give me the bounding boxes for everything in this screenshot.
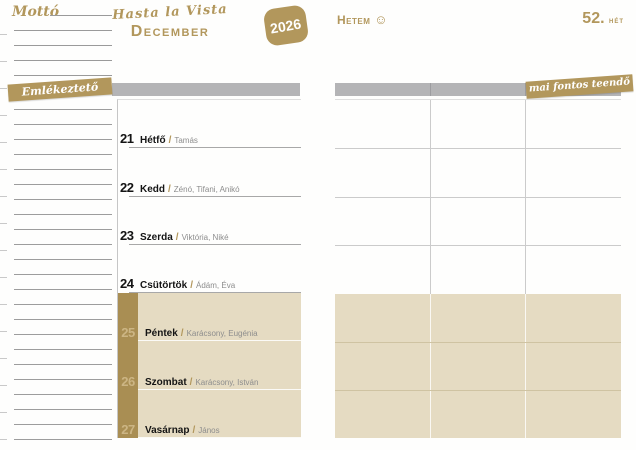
day-name: Kedd xyxy=(140,183,165,195)
day-separator: / xyxy=(168,135,172,147)
grid-line xyxy=(335,245,621,246)
month-title: December xyxy=(130,23,210,40)
day-name: Szerda xyxy=(140,231,173,243)
namedays-label: Zénó, Tifani, Anikó xyxy=(173,184,240,194)
day-underline xyxy=(129,243,301,245)
grid-line xyxy=(525,294,526,438)
day-separator: / xyxy=(190,280,194,292)
day-name: Szombat xyxy=(145,376,187,388)
script-title: Hasta la Vista xyxy=(111,1,229,24)
year-badge: 2026 xyxy=(262,4,310,47)
day-separator: / xyxy=(192,424,196,436)
page-edge-lines xyxy=(0,8,7,446)
day-row-holiday: 25 Péntek / Karácsony, Eugénia xyxy=(118,293,301,342)
week-number: 52. xyxy=(582,10,605,27)
day-underline xyxy=(129,147,301,149)
day-name: Vasárnap xyxy=(145,424,190,436)
grid-line xyxy=(335,197,621,198)
day-underline xyxy=(138,340,301,342)
grid-line xyxy=(430,294,431,438)
grid-line xyxy=(335,390,621,391)
motto-rule-line xyxy=(50,15,112,16)
namedays-label: Karácsony, István xyxy=(195,377,259,387)
motto-ruled-lines xyxy=(14,16,112,76)
namedays-label: Tamás xyxy=(174,136,198,146)
day-underline xyxy=(138,436,301,438)
day-list: 21 Hétfő / Tamás 22 Kedd / Zénó, Tifani,… xyxy=(117,99,301,438)
day-number: 22 xyxy=(120,179,134,195)
reminder-ruled-lines xyxy=(14,95,112,448)
day-number: 24 xyxy=(120,276,134,292)
grid-line xyxy=(335,148,621,149)
namedays-label: Viktória, Niké xyxy=(181,232,229,242)
day-name: Csütörtök xyxy=(140,280,188,292)
day-underline xyxy=(129,195,301,197)
day-row: 23 Szerda / Viktória, Niké xyxy=(118,197,301,245)
namedays-label: János xyxy=(198,425,220,435)
day-row: 22 Kedd / Zénó, Tifani, Anikó xyxy=(118,148,301,197)
day-separator: / xyxy=(175,231,179,243)
week-indicator: 52. hét xyxy=(564,10,624,28)
day-number: 25 xyxy=(121,325,135,341)
day-underline xyxy=(138,388,301,390)
day-number: 27 xyxy=(121,421,135,437)
day-number: 26 xyxy=(121,373,135,389)
task-grid xyxy=(335,99,621,438)
day-separator: / xyxy=(168,183,171,195)
my-week-label: Hetem ☺ xyxy=(337,12,389,27)
namedays-label: Ádám, Éva xyxy=(196,281,236,291)
namedays-label: Karácsony, Eugénia xyxy=(186,329,258,339)
day-row: 21 Hétfő / Tamás xyxy=(118,100,301,149)
grid-line xyxy=(335,342,621,343)
left-header-bar xyxy=(112,83,300,96)
holiday-number-band: 27 xyxy=(118,389,138,438)
day-name: Péntek xyxy=(145,328,178,340)
holiday-number-band: 25 xyxy=(118,293,138,342)
bar-tick xyxy=(525,83,526,96)
day-row-holiday: 27 Vasárnap / János xyxy=(118,389,301,438)
holiday-number-band: 26 xyxy=(118,341,138,390)
day-number: 21 xyxy=(120,131,134,147)
holiday-grid-area xyxy=(335,294,621,438)
day-name: Hétfő xyxy=(140,135,166,147)
day-separator: / xyxy=(189,376,193,388)
year-label: 2026 xyxy=(269,14,303,37)
bar-tick xyxy=(430,83,431,96)
week-word: hét xyxy=(609,16,624,25)
day-number: 23 xyxy=(120,227,134,243)
day-row: 24 Csütörtök / Ádám, Éva xyxy=(118,245,301,294)
smiley-icon: ☺ xyxy=(374,12,389,27)
day-underline xyxy=(129,292,301,294)
day-separator: / xyxy=(180,328,184,340)
day-row-holiday: 26 Szombat / Karácsony, István xyxy=(118,341,301,390)
